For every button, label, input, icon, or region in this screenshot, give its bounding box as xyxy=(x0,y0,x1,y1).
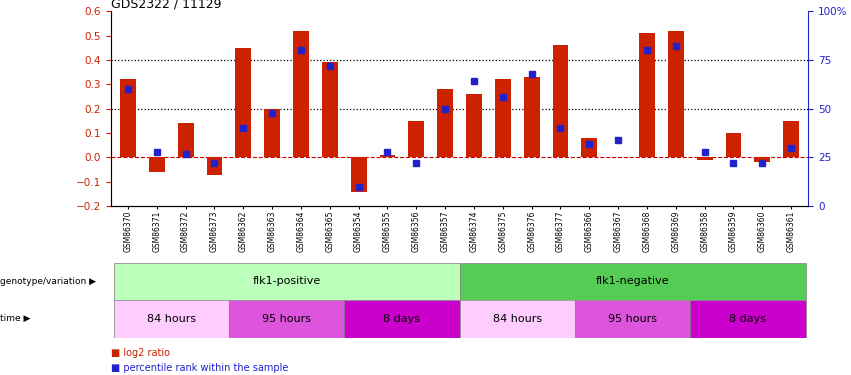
Bar xyxy=(466,94,482,158)
Bar xyxy=(113,262,460,300)
Bar xyxy=(697,158,712,160)
Bar xyxy=(639,33,655,158)
Bar xyxy=(120,80,136,158)
Text: flk1-negative: flk1-negative xyxy=(596,276,670,286)
Text: 8 days: 8 days xyxy=(729,314,767,324)
Text: flk1-positive: flk1-positive xyxy=(253,276,321,286)
Bar xyxy=(460,262,806,300)
Bar xyxy=(754,158,770,162)
Bar xyxy=(575,300,690,338)
Text: 84 hours: 84 hours xyxy=(493,314,542,324)
Bar xyxy=(178,123,193,158)
Bar xyxy=(351,158,367,192)
Bar xyxy=(726,133,741,158)
Bar xyxy=(149,158,165,172)
Bar xyxy=(460,300,575,338)
Text: genotype/variation ▶: genotype/variation ▶ xyxy=(0,277,96,286)
Bar xyxy=(437,89,453,158)
Text: ■ log2 ratio: ■ log2 ratio xyxy=(111,348,169,358)
Bar xyxy=(293,31,309,158)
Bar xyxy=(523,77,540,158)
Bar xyxy=(113,300,229,338)
Text: 95 hours: 95 hours xyxy=(608,314,657,324)
Text: GDS2322 / 11129: GDS2322 / 11129 xyxy=(111,0,221,10)
Text: 8 days: 8 days xyxy=(383,314,420,324)
Bar xyxy=(690,300,806,338)
Bar xyxy=(495,80,511,158)
Bar xyxy=(552,45,568,158)
Bar xyxy=(783,121,799,158)
Text: 84 hours: 84 hours xyxy=(146,314,196,324)
Bar xyxy=(408,121,424,158)
Bar xyxy=(668,31,683,158)
Bar xyxy=(344,300,460,338)
Bar xyxy=(322,62,338,158)
Bar xyxy=(207,158,222,174)
Bar xyxy=(229,300,344,338)
Text: ■ percentile rank within the sample: ■ percentile rank within the sample xyxy=(111,363,288,373)
Bar xyxy=(236,48,251,158)
Bar xyxy=(264,109,280,158)
Bar xyxy=(581,138,597,158)
Text: 95 hours: 95 hours xyxy=(262,314,311,324)
Bar xyxy=(380,155,396,158)
Text: time ▶: time ▶ xyxy=(0,314,31,323)
